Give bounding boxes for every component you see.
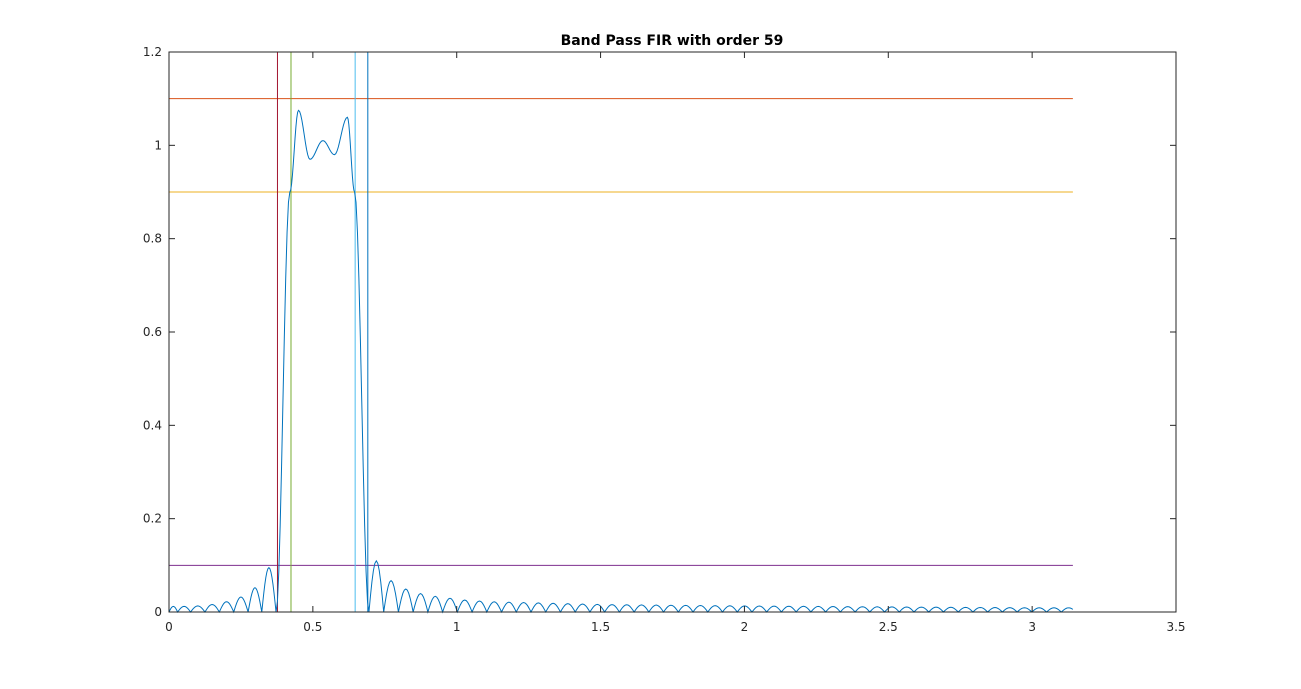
y-tick-label: 1: [154, 138, 162, 152]
x-tick-label: 3: [1028, 620, 1036, 634]
y-tick-label: 1.2: [143, 45, 162, 59]
y-tick-label: 0.8: [143, 232, 162, 246]
x-tick-label: 2: [741, 620, 749, 634]
x-tick-label: 0.5: [303, 620, 322, 634]
y-tick-label: 0.6: [143, 325, 162, 339]
y-tick-label: 0: [154, 605, 162, 619]
axes-box: [168, 51, 1177, 613]
chart-title: Band Pass FIR with order 59: [561, 33, 784, 49]
y-tick-label: 0.2: [143, 512, 162, 526]
series-layer: [168, 109, 1074, 614]
x-tick-label: 2.5: [879, 620, 898, 634]
x-tick-label: 1.5: [591, 620, 610, 634]
y-tick-label: 0.4: [143, 418, 162, 432]
magnitude-response-line: [168, 109, 1074, 614]
reference-lines: [169, 52, 1073, 612]
x-tick-label: 3.5: [1166, 620, 1185, 634]
x-axis-ticks: 0 0.5 1 1.5 2 2.5 3 3.5: [165, 52, 1186, 634]
x-tick-label: 0: [165, 620, 173, 634]
x-tick-label: 1: [453, 620, 461, 634]
y-axis-ticks: 0 0.2 0.4 0.6 0.8 1 1.2: [143, 45, 1176, 619]
